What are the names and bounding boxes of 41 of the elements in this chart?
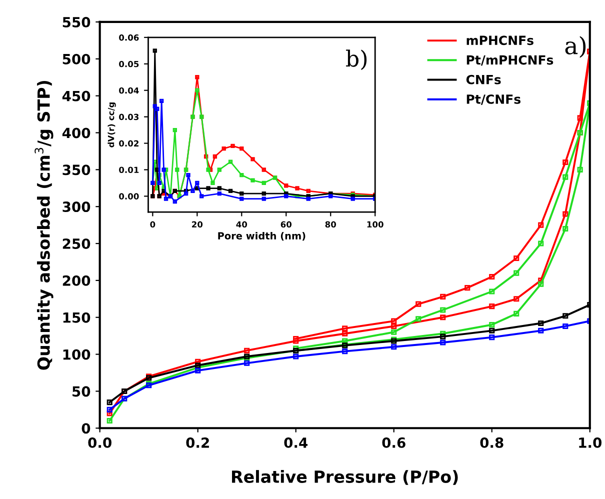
y-tick-label: 100 bbox=[63, 349, 90, 360]
legend-label: CNFs bbox=[466, 74, 501, 84]
x-tick-label: 20 bbox=[192, 221, 203, 228]
y-tick-label: 0.00 bbox=[119, 193, 139, 200]
x-tick-label: 60 bbox=[280, 221, 292, 228]
legend-label: Pt/CNFs bbox=[466, 94, 520, 105]
y-axis-title: dV(r) cc/g bbox=[108, 102, 116, 148]
y-tick-label: 0.06 bbox=[119, 34, 139, 41]
x-tick-label: 1.0 bbox=[579, 437, 602, 448]
legend-label: Pt/mPHCNFs bbox=[466, 55, 554, 66]
y-tick-label: 0.03 bbox=[119, 114, 139, 120]
y-tick-label: 0.02 bbox=[119, 140, 138, 147]
legend-label: mPHCNFs bbox=[466, 36, 534, 46]
x-axis-title: Relative Pressure (P/Po) bbox=[232, 470, 458, 485]
x-tick-label: 0.8 bbox=[480, 437, 504, 448]
annotation: b) bbox=[346, 50, 367, 70]
x-tick-label: 0.0 bbox=[88, 437, 112, 448]
x-tick-label: 100 bbox=[367, 221, 384, 228]
x-tick-label: 0.2 bbox=[186, 437, 209, 448]
x-tick-label: 0.4 bbox=[284, 437, 308, 448]
annotation: a) bbox=[565, 36, 586, 58]
x-tick-label: 0 bbox=[150, 221, 156, 228]
y-tick-label: 200 bbox=[62, 275, 90, 286]
y-tick-label: 0.01 bbox=[119, 166, 139, 174]
x-tick-label: 0.6 bbox=[382, 437, 406, 448]
y-axis-title: Quantity adsorbed (cm$^{3}$/g STP) bbox=[34, 80, 54, 370]
y-tick-label: 550 bbox=[62, 16, 90, 28]
x-tick-label: 80 bbox=[325, 221, 336, 228]
y-tick-label: 350 bbox=[62, 164, 90, 176]
y-tick-label: 300 bbox=[62, 202, 90, 212]
x-tick-label: 40 bbox=[236, 221, 248, 228]
y-tick-label: 250 bbox=[62, 238, 90, 249]
y-tick-label: 50 bbox=[72, 386, 90, 397]
y-tick-label: 400 bbox=[62, 128, 90, 138]
x-axis-title: Pore width (nm) bbox=[218, 232, 306, 241]
y-tick-label: 150 bbox=[63, 312, 90, 323]
y-tick-label: 450 bbox=[62, 90, 90, 102]
y-tick-label: 0.04 bbox=[119, 87, 139, 94]
y-tick-label: 0.05 bbox=[119, 60, 139, 68]
y-tick-label: 0 bbox=[82, 423, 90, 434]
y-tick-label: 500 bbox=[62, 54, 90, 64]
